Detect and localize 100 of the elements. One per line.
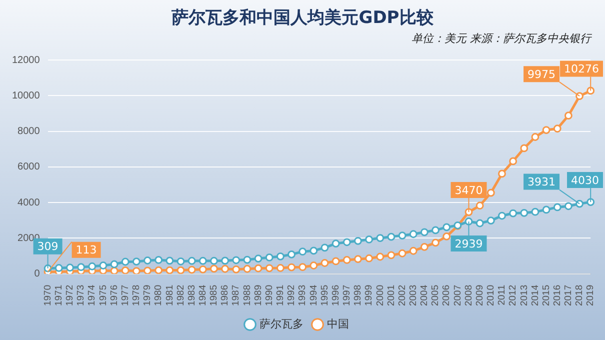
point xyxy=(154,266,163,274)
x-tick-label: 1971 xyxy=(54,284,65,306)
x-tick-label: 2013 xyxy=(518,284,530,306)
x-tick-label: 1975 xyxy=(98,284,109,306)
point xyxy=(144,266,152,274)
x-tick-label: 2019 xyxy=(585,284,596,306)
point xyxy=(121,266,130,274)
x-tick-label: 2009 xyxy=(474,284,486,306)
point xyxy=(576,200,584,208)
point xyxy=(210,264,218,273)
legend-label: 中国 xyxy=(327,318,349,331)
x-tick-label: 2001 xyxy=(386,284,397,306)
x-tick-label: 2012 xyxy=(508,284,519,306)
point xyxy=(398,249,406,258)
point xyxy=(265,264,274,272)
x-tick-label: 1999 xyxy=(364,284,375,306)
point xyxy=(132,258,140,266)
point xyxy=(476,219,484,228)
x-tick-label: 1977 xyxy=(120,284,131,306)
x-tick-label: 1973 xyxy=(76,284,87,306)
point xyxy=(176,266,185,274)
point xyxy=(276,252,284,260)
x-tick-label: 1991 xyxy=(275,284,286,306)
data-label: 9975 xyxy=(528,68,556,81)
point xyxy=(498,170,506,178)
point xyxy=(365,236,373,244)
x-tick-label: 2016 xyxy=(552,284,563,306)
point xyxy=(553,203,562,212)
point xyxy=(188,266,196,274)
x-tick-label: 2003 xyxy=(408,284,419,306)
point xyxy=(54,264,63,272)
x-tick-label: 1992 xyxy=(286,284,298,306)
point xyxy=(176,257,185,266)
x-tick-label: 2000 xyxy=(374,284,386,306)
point xyxy=(232,265,240,274)
x-tick-label: 2007 xyxy=(452,284,464,306)
x-tick-label: 2004 xyxy=(419,284,430,306)
point xyxy=(166,266,174,274)
point xyxy=(432,238,440,247)
legend-label: 萨尔瓦多 xyxy=(260,318,304,331)
x-tick-label: 1976 xyxy=(108,284,120,306)
point xyxy=(420,243,428,251)
point xyxy=(464,208,473,216)
point xyxy=(531,208,540,216)
point xyxy=(509,157,518,166)
x-tick-label: 2005 xyxy=(430,284,442,306)
y-tick-label: 4000 xyxy=(18,197,40,208)
point xyxy=(576,92,584,100)
data-label: 113 xyxy=(76,244,97,257)
point xyxy=(243,264,252,273)
point xyxy=(310,262,318,270)
point xyxy=(486,216,495,225)
point xyxy=(298,248,307,256)
point xyxy=(188,256,196,265)
x-tick-label: 1988 xyxy=(242,284,253,306)
chart-subtitle: 单位：美元 来源：萨尔瓦多中央银行 xyxy=(412,31,591,46)
point xyxy=(332,240,340,248)
y-tick-label: 12000 xyxy=(12,54,40,66)
point xyxy=(154,256,163,264)
y-tick-label: 8000 xyxy=(18,126,40,138)
point xyxy=(198,265,207,274)
point xyxy=(442,223,451,232)
point xyxy=(542,126,550,134)
point xyxy=(77,263,85,272)
point xyxy=(254,264,262,272)
x-tick-label: 2002 xyxy=(396,284,408,306)
x-tick-label: 2017 xyxy=(563,284,574,306)
point xyxy=(432,226,440,234)
data-label: 10276 xyxy=(564,62,600,76)
point xyxy=(99,262,108,270)
x-tick-label: 1995 xyxy=(319,284,330,306)
point xyxy=(420,228,428,236)
point xyxy=(110,266,118,274)
x-tick-label: 1972 xyxy=(64,284,76,306)
point xyxy=(398,232,406,240)
x-tick-label: 2011 xyxy=(496,284,508,306)
point xyxy=(320,244,329,252)
x-tick-label: 1981 xyxy=(164,284,176,306)
point xyxy=(520,144,528,152)
point xyxy=(409,230,418,238)
point xyxy=(509,209,518,218)
x-tick-label: 1996 xyxy=(330,284,342,306)
data-label: 3931 xyxy=(528,176,556,189)
point xyxy=(210,256,218,265)
point xyxy=(276,264,284,272)
point xyxy=(464,218,473,226)
x-tick-label: 2015 xyxy=(540,284,552,306)
point xyxy=(586,86,595,95)
x-tick-label: 2010 xyxy=(486,284,497,306)
point xyxy=(288,250,296,258)
point xyxy=(387,251,396,260)
point xyxy=(354,236,362,245)
point xyxy=(564,202,572,210)
point xyxy=(442,232,451,240)
x-tick-label: 1994 xyxy=(308,284,320,306)
point xyxy=(553,124,562,133)
x-tick-label: 1982 xyxy=(175,284,186,306)
x-tick-label: 1974 xyxy=(86,284,98,306)
point xyxy=(265,254,274,262)
point xyxy=(332,257,340,266)
